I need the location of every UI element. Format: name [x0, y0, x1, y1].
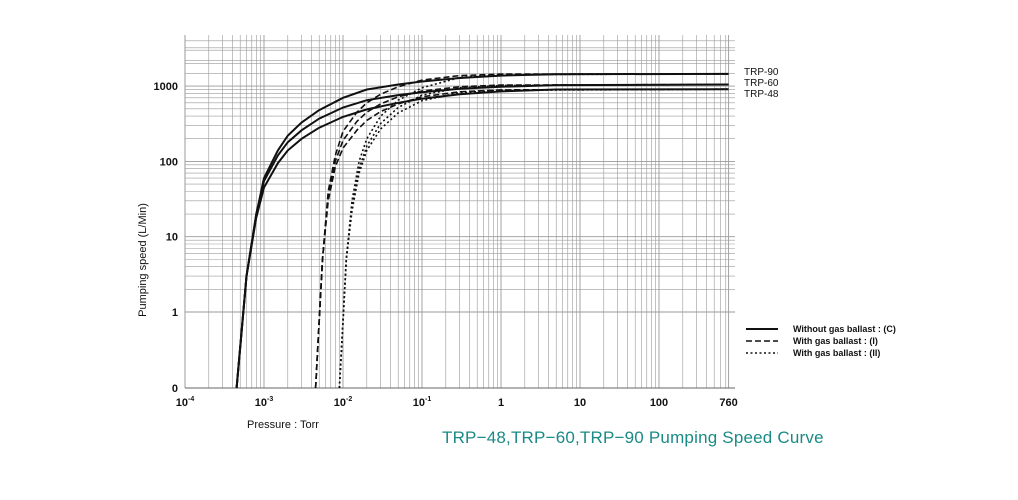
series-label: TRP-60 — [744, 78, 779, 89]
series-line-trp-60-ii — [338, 83, 729, 389]
x-tick-label: 10-1 — [413, 396, 432, 409]
legend-label: With gas ballast : (I) — [793, 336, 878, 346]
series-line-trp-60-c — [235, 83, 729, 389]
y-tick-label: 1000 — [154, 81, 178, 93]
y-axis-label: Pumping speed (L/Min) — [137, 203, 149, 317]
series-line-trp-48-i — [314, 88, 729, 389]
y-tick-label: 0 — [172, 383, 178, 395]
x-tick-label: 10 — [574, 397, 586, 409]
x-axis-label: Pressure : Torr — [247, 419, 319, 431]
series-label: TRP-90 — [744, 67, 779, 78]
x-tick-label: 10-3 — [255, 396, 274, 409]
y-tick-labels: 0 1 10 100 1000 — [154, 81, 178, 395]
series-label: TRP-48 — [744, 89, 779, 100]
y-tick-label: 100 — [160, 156, 178, 168]
series-line-trp-48-c — [235, 88, 729, 389]
grid — [184, 35, 735, 389]
legend-label: With gas ballast : (II) — [793, 348, 880, 358]
legend-label: Without gas ballast : (C) — [793, 324, 896, 334]
x-tick-label: 100 — [650, 397, 668, 409]
y-tick-label: 10 — [166, 232, 178, 244]
chart-caption: TRP−48,TRP−60,TRP−90 Pumping Speed Curve — [442, 428, 824, 447]
series-line-trp-48-ii — [338, 88, 729, 389]
x-tick-labels: 10-4 10-3 10-2 10-1 1 10 100 760 — [176, 396, 738, 409]
x-tick-label: 10-2 — [334, 396, 353, 409]
x-tick-label: 10-4 — [176, 396, 195, 409]
series-line-trp-60-i — [314, 83, 729, 389]
curves — [235, 72, 729, 389]
legend: Without gas ballast : (C) With gas ballas… — [746, 324, 896, 358]
x-tick-label: 760 — [719, 397, 737, 409]
y-tick-label: 1 — [172, 307, 178, 319]
x-tick-label: 1 — [498, 397, 504, 409]
